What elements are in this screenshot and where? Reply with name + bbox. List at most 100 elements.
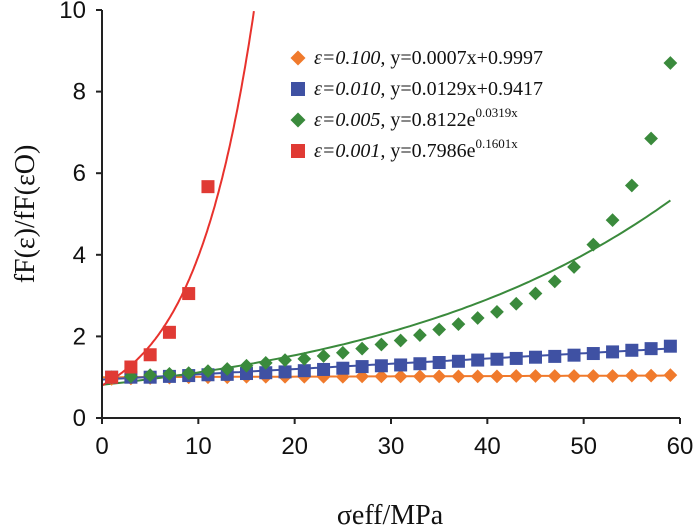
data-point-series-2 xyxy=(297,364,311,378)
data-point-series-1 xyxy=(567,369,581,383)
x-tick-label: 40 xyxy=(474,433,501,460)
axis-titles: σeff/MPa fF(ε)/fF(εO) xyxy=(10,145,444,531)
data-point-series-4 xyxy=(105,370,119,384)
data-point-series-4 xyxy=(124,360,138,374)
data-point-series-3 xyxy=(490,305,504,319)
legend-marker-series-2 xyxy=(291,82,305,96)
data-point-series-2 xyxy=(355,360,369,374)
legend-epsilon: ε=0.005, xyxy=(314,109,390,131)
data-point-series-2 xyxy=(471,353,485,367)
x-tick-label: 50 xyxy=(570,433,597,460)
data-point-series-1 xyxy=(663,368,678,383)
data-point-series-1 xyxy=(470,369,485,384)
data-point-series-3 xyxy=(278,353,292,367)
legend-label-series-3: ε=0.005, y=0.8122e0.0319x xyxy=(314,105,518,131)
data-point-series-1 xyxy=(644,368,658,383)
data-point-series-3 xyxy=(374,337,389,352)
data-point-series-3 xyxy=(258,356,273,370)
data-point-series-3 xyxy=(605,213,620,227)
data-point-series-2 xyxy=(259,366,273,380)
legend-fit-base: y=0.8122e xyxy=(390,109,475,131)
data-point-series-3 xyxy=(201,364,215,378)
data-point-series-2 xyxy=(567,348,581,362)
data-point-series-2 xyxy=(317,362,331,376)
data-point-series-1 xyxy=(624,368,639,383)
data-point-series-1 xyxy=(586,369,601,383)
legend-epsilon: ε=0.001, xyxy=(314,140,390,162)
data-point-series-4 xyxy=(143,348,157,362)
data-point-series-2 xyxy=(548,349,562,363)
data-point-series-2 xyxy=(625,343,639,357)
legend-fit-base: y=0.7986e xyxy=(390,140,475,162)
data-point-series-2 xyxy=(586,347,600,361)
data-point-series-1 xyxy=(528,369,543,383)
data-point-series-1 xyxy=(547,369,562,383)
x-tick-label: 20 xyxy=(281,433,308,460)
data-point-series-3 xyxy=(470,311,485,325)
legend-epsilon: ε=0.100, xyxy=(314,47,390,69)
data-point-series-1 xyxy=(605,369,620,383)
y-tick-label: 8 xyxy=(73,79,86,106)
data-point-series-2 xyxy=(336,361,350,375)
data-point-series-3 xyxy=(393,333,408,348)
data-point-series-3 xyxy=(355,341,369,356)
data-point-series-1 xyxy=(451,369,466,384)
data-point-series-4 xyxy=(182,287,196,301)
legend-epsilon: ε=0.010, xyxy=(314,78,390,100)
y-tick-label: 6 xyxy=(73,160,86,187)
data-point-series-2 xyxy=(529,350,542,364)
data-point-series-3 xyxy=(451,317,466,332)
data-point-series-3 xyxy=(162,367,177,381)
data-point-series-1 xyxy=(509,369,524,383)
legend-marker-series-1 xyxy=(290,50,306,66)
x-tick-label: 0 xyxy=(95,433,108,460)
data-point-series-3 xyxy=(644,131,658,146)
data-point-series-3 xyxy=(413,328,427,343)
data-point-series-2 xyxy=(490,352,504,366)
data-point-series-4 xyxy=(162,325,176,339)
data-point-series-3 xyxy=(567,260,581,274)
data-point-series-4 xyxy=(201,180,215,194)
data-point-series-3 xyxy=(316,349,331,363)
y-axis-title: fF(ε)/fF(εO) xyxy=(10,145,41,284)
data-point-series-3 xyxy=(335,345,350,360)
data-point-series-2 xyxy=(394,358,408,372)
data-point-series-3 xyxy=(220,362,235,376)
data-point-series-3 xyxy=(181,366,196,380)
legend-marker-series-3 xyxy=(290,112,306,128)
data-point-series-3 xyxy=(297,351,312,366)
data-point-series-3 xyxy=(547,274,562,289)
axes: 0 10 20 30 40 50 60 0 2 4 6 8 10 xyxy=(59,0,693,460)
data-point-series-1 xyxy=(413,369,427,384)
x-tick-label: 30 xyxy=(378,433,405,460)
data-point-series-3 xyxy=(528,286,543,301)
data-point-series-3 xyxy=(432,322,447,337)
fit-line-series-4 xyxy=(101,10,255,387)
data-point-series-2 xyxy=(432,356,446,370)
data-point-series-1 xyxy=(393,369,408,384)
data-point-series-2 xyxy=(663,339,677,353)
data-point-series-1 xyxy=(374,369,389,384)
legend-marker-series-4 xyxy=(291,144,305,158)
data-point-series-3 xyxy=(624,178,639,193)
data-point-series-2 xyxy=(413,357,427,371)
y-tick-label: 10 xyxy=(59,0,86,24)
data-point-series-2 xyxy=(451,354,465,368)
data-point-series-3 xyxy=(509,296,524,311)
data-point-series-3 xyxy=(663,56,678,70)
data-point-series-2 xyxy=(644,342,658,356)
y-tick-label: 0 xyxy=(73,405,86,432)
x-tick-label: 60 xyxy=(667,433,694,460)
y-tick-label: 4 xyxy=(73,242,86,269)
data-point-series-2 xyxy=(278,365,292,379)
legend-fit: y=0.0129x+0.9417 xyxy=(390,78,543,100)
x-axis-title: σeff/MPa xyxy=(337,500,444,531)
data-point-series-3 xyxy=(586,237,601,252)
legend-fit-exponent: 0.0319x xyxy=(476,105,519,120)
data-point-series-3 xyxy=(143,368,158,383)
data-point-series-2 xyxy=(606,345,620,359)
legend-label-series-2: ε=0.010, y=0.0129x+0.9417 xyxy=(314,78,543,100)
data-point-series-3 xyxy=(239,358,254,373)
